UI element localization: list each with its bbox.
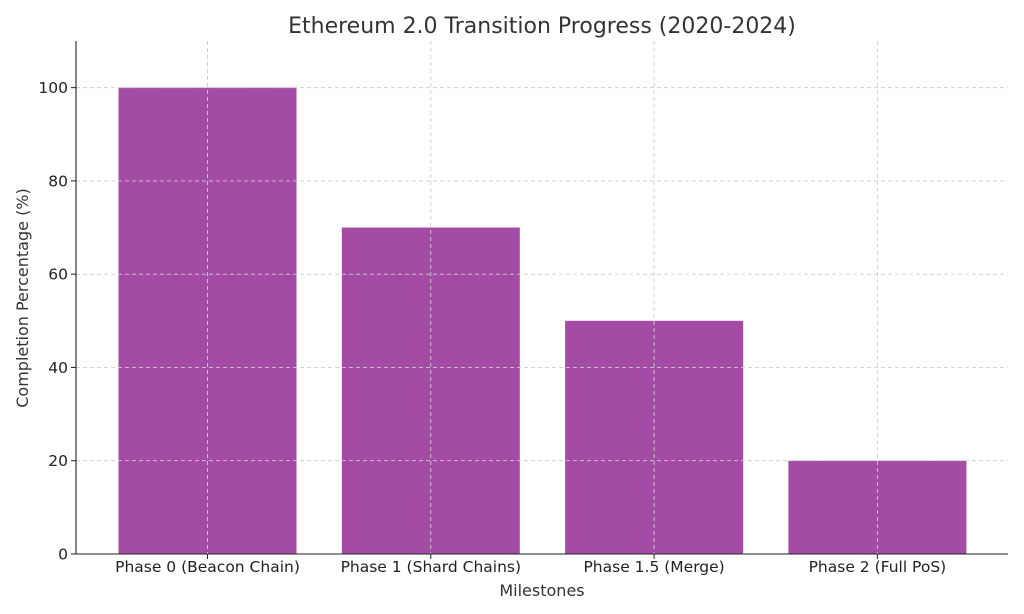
y-tick-label: 100 — [38, 79, 68, 97]
y-tick-label: 0 — [58, 546, 68, 564]
x-axis-ticks: Phase 0 (Beacon Chain) Phase 1 (Shard Cha… — [115, 554, 946, 576]
vertical-grid — [207, 41, 878, 554]
y-tick-label: 40 — [48, 359, 68, 377]
y-tick-label: 20 — [48, 452, 68, 470]
y-tick-label: 80 — [48, 172, 68, 190]
x-tick-label: Phase 1 (Shard Chains) — [341, 558, 521, 576]
chart-title: Ethereum 2.0 Transition Progress (2020-2… — [288, 14, 796, 39]
x-axis-label: Milestones — [499, 581, 584, 600]
y-axis-ticks: 0 20 40 60 80 100 — [38, 79, 76, 564]
y-axis-label: Completion Percentage (%) — [13, 188, 32, 408]
x-tick-label: Phase 1.5 (Merge) — [583, 558, 724, 576]
bars — [118, 87, 967, 555]
x-tick-label: Phase 2 (Full PoS) — [809, 558, 947, 576]
x-tick-label: Phase 0 (Beacon Chain) — [115, 558, 300, 576]
y-tick-label: 60 — [48, 266, 68, 284]
